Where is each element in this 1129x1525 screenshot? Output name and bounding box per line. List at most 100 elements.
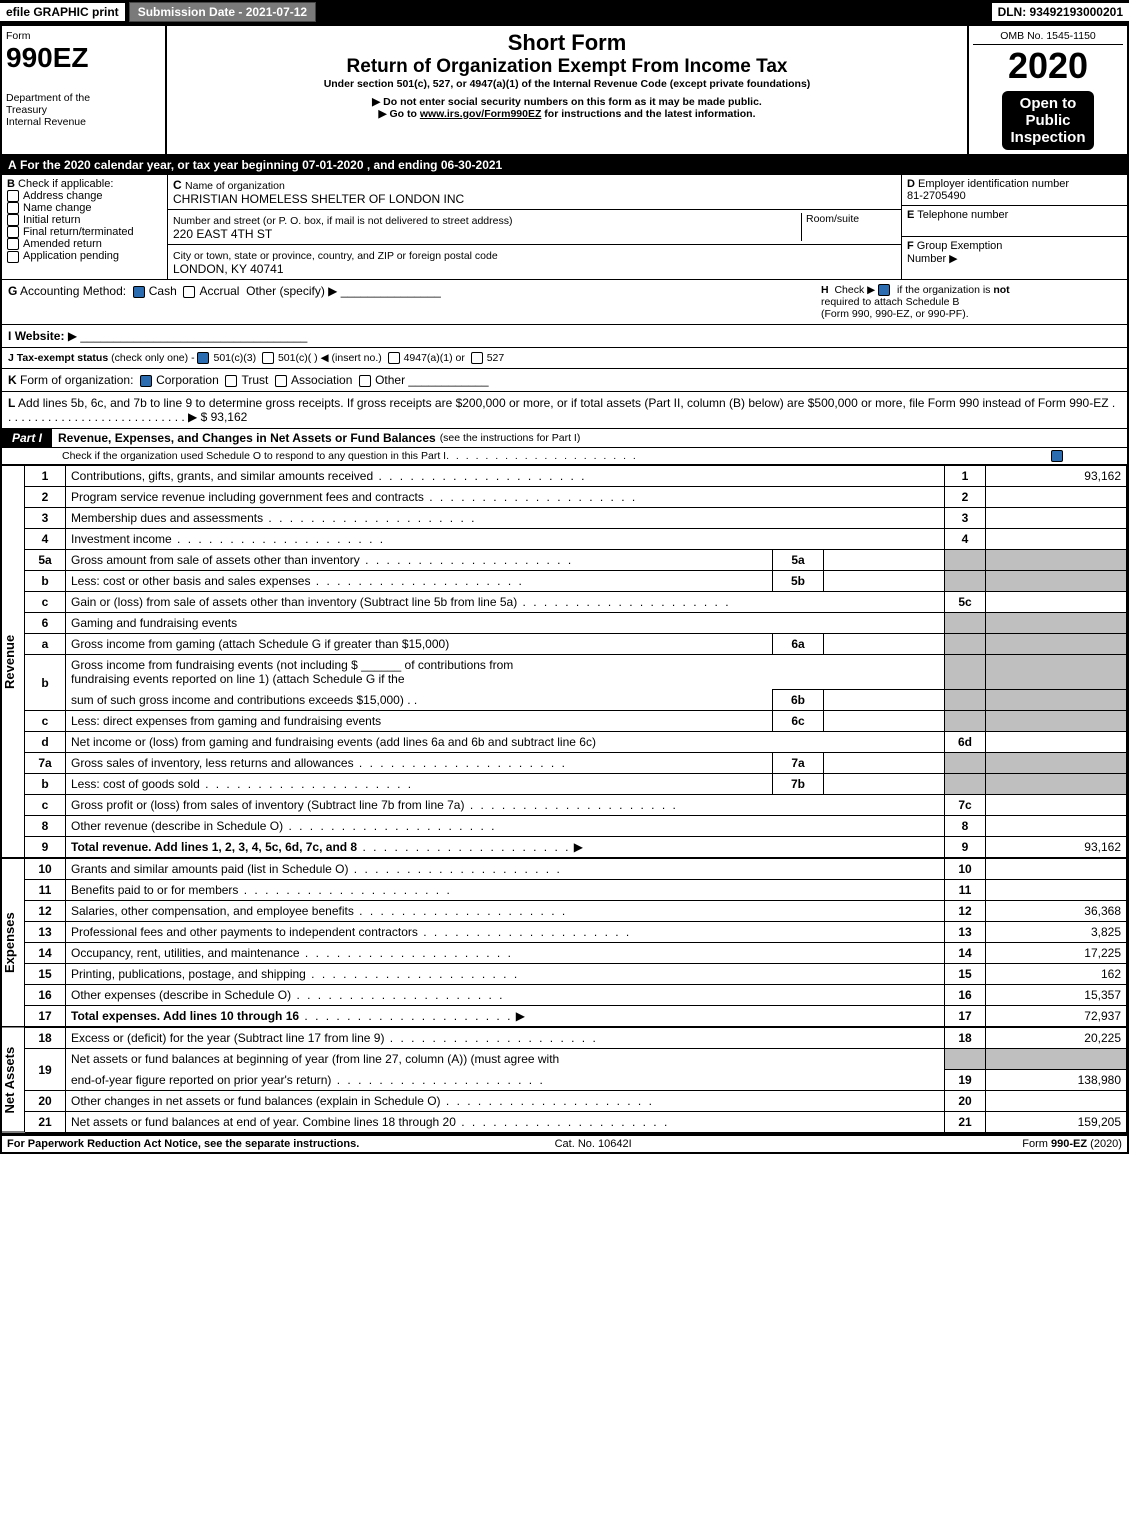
form-word: Form xyxy=(6,30,161,42)
room-label: Room/suite xyxy=(801,213,896,241)
chk-name-change[interactable] xyxy=(7,202,19,214)
l14-desc: Occupancy, rent, utilities, and maintena… xyxy=(71,946,300,960)
l4-desc: Investment income xyxy=(71,532,172,546)
chk-cash[interactable] xyxy=(133,286,145,298)
e-label: Telephone number xyxy=(917,209,1008,221)
goto-link[interactable]: www.irs.gov/Form990EZ xyxy=(420,108,542,120)
chk-501c3[interactable] xyxy=(197,352,209,364)
chk-527[interactable] xyxy=(471,352,483,364)
col-b: B Check if applicable: Address change Na… xyxy=(2,175,168,279)
chk-final-return[interactable] xyxy=(7,226,19,238)
l6c-desc: Less: direct expenses from gaming and fu… xyxy=(66,711,773,732)
b-item-2: Initial return xyxy=(23,214,80,226)
line-k: K Form of organization: Corporation Trus… xyxy=(0,369,1129,392)
public-word: Public xyxy=(1025,112,1070,129)
submission-date-button[interactable]: Submission Date - 2021-07-12 xyxy=(129,2,316,22)
l16-desc: Other expenses (describe in Schedule O) xyxy=(71,988,291,1002)
line-6d: dNet income or (loss) from gaming and fu… xyxy=(25,732,1127,753)
k-o2: Trust xyxy=(241,373,268,387)
h-t1: Check xyxy=(834,284,864,296)
l-text: Add lines 5b, 6c, and 7b to line 9 to de… xyxy=(18,396,1109,410)
part-i-title: Revenue, Expenses, and Changes in Net As… xyxy=(52,431,436,445)
k-o1: Corporation xyxy=(156,373,219,387)
l19-desc: Net assets or fund balances at beginning… xyxy=(66,1049,945,1070)
open-to-public: Open to Public Inspection xyxy=(1002,91,1093,150)
top-bar: efile GRAPHIC print Submission Date - 20… xyxy=(0,0,1129,24)
chk-address-change[interactable] xyxy=(7,190,19,202)
g-prefix: G xyxy=(8,284,17,298)
city-label: City or town, state or province, country… xyxy=(173,250,498,262)
l-prefix: L xyxy=(8,396,15,410)
line-j: J Tax-exempt status (check only one) - 5… xyxy=(0,348,1129,369)
l1-amt: 93,162 xyxy=(986,466,1127,487)
footer-right: Form 990-EZ (2020) xyxy=(1022,1138,1122,1150)
ssn-warning: Do not enter social security numbers on … xyxy=(171,96,963,108)
expenses-side-label: Expenses xyxy=(2,858,25,1027)
b-title: Check if applicable: xyxy=(18,178,113,190)
l17-desc: Total expenses. Add lines 10 through 16 xyxy=(71,1009,299,1023)
chk-schedule-o[interactable] xyxy=(1051,450,1063,462)
j-ins: (insert no.) xyxy=(332,352,382,364)
netassets-side-label: Net Assets xyxy=(2,1027,25,1133)
g-label: Accounting Method: xyxy=(20,284,126,298)
chk-pending[interactable] xyxy=(7,251,19,263)
l20-desc: Other changes in net assets or fund bala… xyxy=(71,1094,441,1108)
j-o3: 4947(a)(1) or xyxy=(404,352,465,364)
chk-other-org[interactable] xyxy=(359,375,371,387)
line-7c: cGross profit or (loss) from sales of in… xyxy=(25,795,1127,816)
line-7b: bLess: cost of goods sold7b xyxy=(25,774,1127,795)
line-18: 18Excess or (deficit) for the year (Subt… xyxy=(25,1028,1127,1049)
dln-label: DLN: 93492193000201 xyxy=(992,3,1129,21)
l13-desc: Professional fees and other payments to … xyxy=(71,925,418,939)
l6b-d4: sum of such gross income and contributio… xyxy=(71,693,404,707)
chk-amended[interactable] xyxy=(7,238,19,250)
f-prefix: F xyxy=(907,240,914,252)
k-o4: Other xyxy=(375,373,405,387)
inspection-word: Inspection xyxy=(1010,129,1085,146)
return-title: Return of Organization Exempt From Incom… xyxy=(171,56,963,78)
j-label: Tax-exempt status xyxy=(17,352,108,364)
chk-trust[interactable] xyxy=(225,375,237,387)
chk-h[interactable] xyxy=(878,284,890,296)
line-14: 14Occupancy, rent, utilities, and mainte… xyxy=(25,943,1127,964)
l15-amt: 162 xyxy=(986,964,1127,985)
line-5b: bLess: cost or other basis and sales exp… xyxy=(25,571,1127,592)
chk-501c[interactable] xyxy=(262,352,274,364)
expenses-section: Expenses 10Grants and similar amounts pa… xyxy=(0,858,1129,1027)
chk-corp[interactable] xyxy=(140,375,152,387)
chk-assoc[interactable] xyxy=(275,375,287,387)
revenue-section: Revenue 1Contributions, gifts, grants, a… xyxy=(0,465,1129,858)
chk-accrual[interactable] xyxy=(183,286,195,298)
l-amt: $ 93,162 xyxy=(201,410,248,424)
l14-amt: 17,225 xyxy=(986,943,1127,964)
l13-amt: 3,825 xyxy=(986,922,1127,943)
c-prefix: C xyxy=(173,178,182,192)
line-19b: end-of-year figure reported on prior yea… xyxy=(25,1069,1127,1090)
line-6a: aGross income from gaming (attach Schedu… xyxy=(25,634,1127,655)
d-label: Employer identification number xyxy=(918,178,1069,190)
l5c-desc: Gain or (loss) from sale of assets other… xyxy=(71,595,517,609)
l6a-desc: Gross income from gaming (attach Schedul… xyxy=(66,634,773,655)
l17-amt: 72,937 xyxy=(986,1006,1127,1027)
j-o4: 527 xyxy=(487,352,505,364)
chk-initial-return[interactable] xyxy=(7,214,19,226)
l9-amt: 93,162 xyxy=(986,837,1127,858)
line-16: 16Other expenses (describe in Schedule O… xyxy=(25,985,1127,1006)
a-text: For the 2020 calendar year, or tax year … xyxy=(20,158,502,172)
efile-label: efile GRAPHIC print xyxy=(0,3,125,21)
l21-desc: Net assets or fund balances at end of ye… xyxy=(71,1115,456,1129)
d-prefix: D xyxy=(907,178,915,190)
subtitle: Under section 501(c), 527, or 4947(a)(1)… xyxy=(171,78,963,90)
b-item-0: Address change xyxy=(23,190,103,202)
f-label: Group Exemption xyxy=(917,240,1003,252)
l7a-desc: Gross sales of inventory, less returns a… xyxy=(71,756,354,770)
l15-desc: Printing, publications, postage, and shi… xyxy=(71,967,306,981)
line-11: 11Benefits paid to or for members11 xyxy=(25,880,1127,901)
a-prefix: A xyxy=(8,158,17,172)
b-item-3: Final return/terminated xyxy=(23,226,134,238)
line-21: 21Net assets or fund balances at end of … xyxy=(25,1111,1127,1132)
chk-4947[interactable] xyxy=(388,352,400,364)
dept-line2: Treasury xyxy=(6,104,161,116)
tax-year: 2020 xyxy=(973,45,1123,87)
l6d-desc: Net income or (loss) from gaming and fun… xyxy=(66,732,945,753)
